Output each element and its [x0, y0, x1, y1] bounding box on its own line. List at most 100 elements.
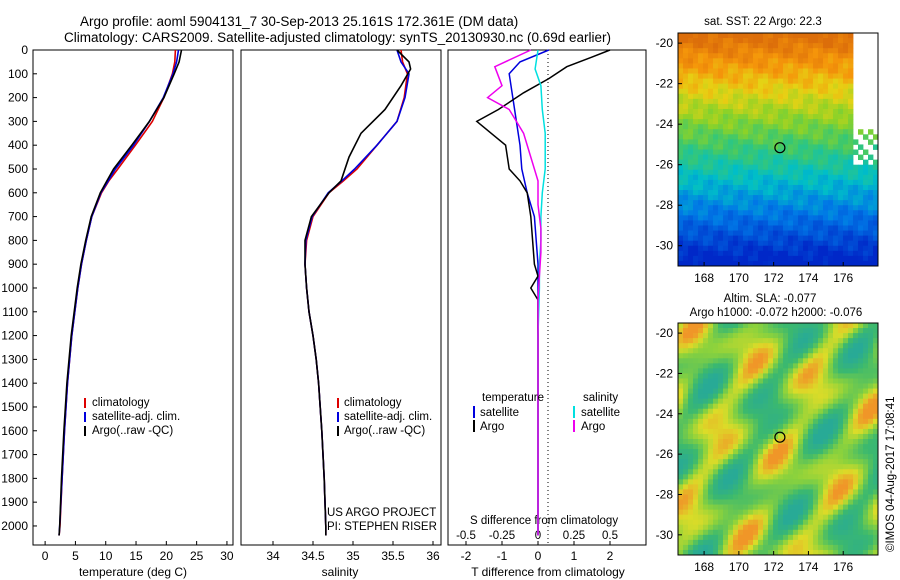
heatmap-cell	[868, 519, 874, 526]
temperature-legend: climatology satellite-adj. clim. Argo(..…	[84, 397, 180, 437]
heatmap-cell	[858, 245, 864, 252]
heatmap-cell	[853, 423, 859, 430]
heatmap-cell	[738, 509, 744, 516]
heatmap-cell	[823, 544, 829, 551]
heatmap-cell	[788, 428, 794, 435]
heatmap-cell	[788, 88, 794, 95]
heatmap-cell	[753, 514, 759, 521]
heatmap-cell	[698, 53, 704, 59]
heatmap-cell	[698, 240, 704, 247]
heatmap-cell	[733, 144, 739, 150]
heatmap-cell	[838, 78, 844, 85]
heatmap-cell	[738, 534, 744, 541]
heatmap-cell	[763, 474, 769, 480]
heatmap-cell	[678, 68, 684, 74]
heatmap-cell	[868, 250, 874, 257]
heatmap-cell	[723, 260, 729, 267]
heatmap-cell	[728, 58, 734, 64]
heatmap-cell	[833, 149, 839, 155]
heatmap-cell	[703, 154, 709, 161]
legend-label-t-satellite: satellite	[480, 407, 519, 419]
heatmap-cell	[838, 164, 844, 171]
heatmap-cell	[698, 469, 704, 475]
heatmap-cell	[853, 225, 859, 231]
heatmap-cell	[723, 53, 729, 59]
heatmap-cell	[713, 408, 719, 415]
heatmap-cell	[688, 363, 694, 369]
heatmap-cell	[768, 454, 774, 460]
heatmap-cell	[723, 119, 729, 125]
heatmap-cell	[858, 433, 864, 440]
heatmap-cell	[818, 418, 824, 425]
heatmap-cell	[688, 368, 694, 374]
heatmap-cell	[848, 529, 854, 536]
heatmap-cell	[683, 368, 689, 374]
heatmap-cell	[733, 230, 739, 237]
heatmap-cell	[698, 43, 704, 49]
heatmap-cell	[728, 504, 734, 511]
heatmap-cell	[858, 230, 864, 237]
heatmap-cell	[738, 343, 744, 349]
heatmap-cell	[718, 343, 724, 349]
heatmap-cell	[818, 139, 824, 145]
heatmap-cell	[848, 190, 854, 196]
heatmap-cell	[713, 328, 719, 334]
heatmap-cell	[753, 245, 759, 252]
heatmap-cell	[798, 78, 804, 85]
heatmap-cell	[858, 489, 864, 495]
heatmap-cell	[838, 514, 844, 521]
heatmap-cell	[748, 63, 754, 69]
heatmap-cell	[788, 195, 794, 201]
sla-map-ticks: 168 170 172 174 176-20-22-24-26-28-30	[656, 326, 854, 574]
heatmap-cell	[873, 504, 879, 511]
heatmap-cell	[728, 38, 734, 44]
heatmap-cell	[678, 149, 684, 155]
heatmap-cell	[773, 73, 779, 79]
heatmap-cell	[723, 38, 729, 44]
heatmap-cell	[713, 439, 719, 445]
heatmap-cell	[693, 33, 699, 39]
heatmap-cell	[818, 98, 824, 105]
heatmap-cell	[678, 63, 684, 69]
heatmap-cell	[753, 444, 759, 450]
heatmap-cell	[798, 358, 804, 364]
heatmap-cell	[768, 338, 774, 344]
heatmap-cell	[768, 474, 774, 480]
heatmap-cell	[678, 210, 684, 216]
heatmap-cell	[723, 323, 729, 329]
heatmap-cell	[723, 383, 729, 389]
heatmap-cell	[828, 323, 834, 329]
heatmap-cell	[833, 159, 839, 166]
heatmap-cell	[868, 504, 874, 511]
heatmap-cell	[713, 403, 719, 410]
heatmap-cell	[858, 428, 864, 435]
heatmap-cell	[743, 454, 749, 460]
heatmap-cell	[813, 88, 819, 95]
heatmap-cell	[678, 408, 684, 415]
heatmap-cell	[748, 368, 754, 374]
heatmap-cell	[793, 48, 799, 54]
heatmap-cell	[683, 174, 689, 181]
heatmap-cell	[863, 245, 869, 252]
heatmap-cell	[868, 489, 874, 495]
heatmap-cell	[873, 205, 879, 211]
heatmap-cell	[718, 43, 724, 49]
heatmap-cell	[833, 449, 839, 455]
heatmap-cell	[823, 474, 829, 480]
heatmap-cell	[753, 383, 759, 389]
heatmap-cell	[693, 53, 699, 59]
heatmap-cell	[678, 43, 684, 49]
heatmap-cell	[798, 444, 804, 450]
heatmap-cell	[708, 124, 714, 130]
heatmap-cell	[858, 129, 864, 135]
heatmap-cell	[713, 469, 719, 475]
heatmap-cell	[688, 129, 694, 135]
heatmap-cell	[688, 108, 694, 115]
heatmap-cell	[748, 333, 754, 339]
salinity-x-ticks: 34 34.5 35 35.5 36	[266, 541, 440, 563]
heatmap-cell	[848, 48, 854, 54]
heatmap-cell	[713, 514, 719, 521]
heatmap-cell	[683, 519, 689, 526]
heatmap-cell	[813, 205, 819, 211]
heatmap-cell	[763, 469, 769, 475]
